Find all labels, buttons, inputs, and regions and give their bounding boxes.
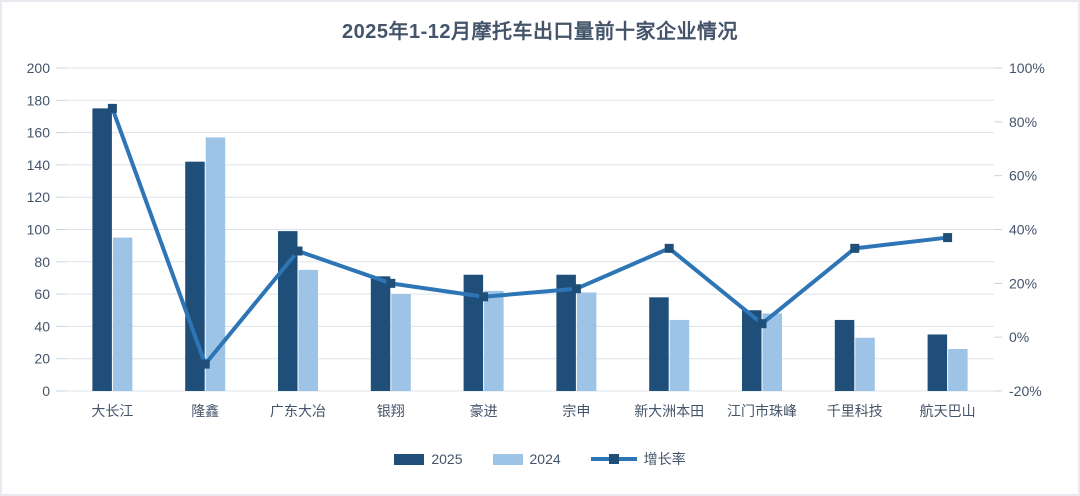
- bar-2025-4: [463, 274, 484, 391]
- category-label-0: 大长江: [91, 403, 133, 419]
- legend-label-2024: 2024: [529, 451, 561, 467]
- growth-marker-0: [107, 103, 117, 113]
- legend-item-2024: 2024: [492, 451, 561, 467]
- bar-2025-3: [370, 276, 391, 391]
- left-axis-tick-label: 180: [27, 92, 51, 108]
- category-label-1: 隆鑫: [191, 403, 219, 419]
- growth-marker-6: [664, 243, 674, 253]
- right-axis-tick-label: -20%: [1009, 383, 1042, 399]
- bar-2024-9: [948, 349, 968, 391]
- growth-marker-8: [850, 243, 860, 253]
- legend-line-marker-icon: [590, 453, 637, 465]
- right-axis-tick-label: 60%: [1009, 168, 1037, 184]
- bar-2024-6: [669, 319, 690, 391]
- growth-marker-1: [200, 359, 210, 369]
- growth-marker-3: [386, 278, 396, 288]
- category-label-6: 新大洲本田: [634, 403, 704, 419]
- bar-2025-7: [742, 310, 762, 391]
- growth-marker-5: [571, 284, 581, 294]
- legend-swatch-2024: [492, 453, 523, 465]
- bar-2024-3: [391, 294, 411, 391]
- bar-2025-1: [185, 161, 205, 391]
- left-axis-tick-label: 80: [34, 254, 50, 270]
- growth-marker-9: [943, 233, 953, 243]
- bar-2025-6: [649, 297, 669, 391]
- left-axis-tick-label: 120: [27, 189, 51, 205]
- right-axis-tick-label: 0%: [1009, 329, 1029, 345]
- bar-2025-0: [92, 108, 112, 391]
- left-axis-tick-label: 40: [34, 318, 50, 334]
- bar-2024-0: [112, 237, 133, 391]
- category-label-8: 千里科技: [827, 403, 883, 419]
- bar-2024-5: [576, 292, 597, 391]
- bar-2024-2: [298, 269, 318, 391]
- category-label-9: 航天巴山: [920, 403, 976, 419]
- category-label-2: 广东大冶: [270, 403, 326, 419]
- right-axis-tick-label: 100%: [1009, 60, 1045, 76]
- chart-legend: 2025 2024 增长率: [2, 449, 1078, 469]
- growth-marker-7: [757, 319, 767, 329]
- bar-2025-5: [556, 274, 576, 391]
- bar-2024-7: [762, 313, 782, 391]
- bar-2024-8: [855, 337, 875, 391]
- left-axis-tick-label: 160: [27, 125, 51, 141]
- legend-swatch-2025: [394, 453, 425, 465]
- legend-marker-icon: [608, 454, 619, 464]
- bar-2025-9: [927, 334, 948, 391]
- left-axis-tick-label: 20: [34, 351, 50, 367]
- growth-marker-2: [293, 246, 303, 256]
- left-axis-tick-label: 100: [27, 222, 51, 238]
- right-axis-tick-label: 20%: [1009, 275, 1037, 291]
- growth-marker-4: [479, 292, 489, 302]
- left-axis-tick-label: 0: [42, 383, 50, 399]
- left-axis-tick-label: 200: [27, 60, 51, 76]
- category-label-3: 银翔: [377, 403, 405, 419]
- chart-title: 2025年1-12月摩托车出口量前十家企业情况: [341, 21, 739, 43]
- legend-item-2025: 2025: [394, 451, 463, 467]
- legend-label-2025: 2025: [431, 451, 463, 467]
- growth-rate-line: [110, 107, 948, 367]
- category-label-5: 宗申: [562, 403, 590, 419]
- legend-label-growth: 增长率: [643, 451, 686, 467]
- category-label-7: 江门市珠峰: [727, 403, 797, 419]
- legend-item-growth: 增长率: [590, 449, 686, 469]
- left-axis-tick-label: 140: [27, 157, 51, 173]
- right-axis-tick-label: 80%: [1009, 114, 1037, 130]
- chart-plot-area: 0 20 40 60 80 100 120 140 160 180 200 -20% 0% 20% 40% 6…: [27, 60, 1045, 419]
- category-label-4: 豪进: [470, 403, 498, 419]
- bar-2024-4: [484, 290, 504, 391]
- bar-2025-8: [834, 319, 855, 391]
- left-axis-tick-label: 60: [34, 286, 50, 302]
- bar-2024-1: [205, 137, 226, 391]
- right-axis-tick-label: 40%: [1009, 222, 1037, 238]
